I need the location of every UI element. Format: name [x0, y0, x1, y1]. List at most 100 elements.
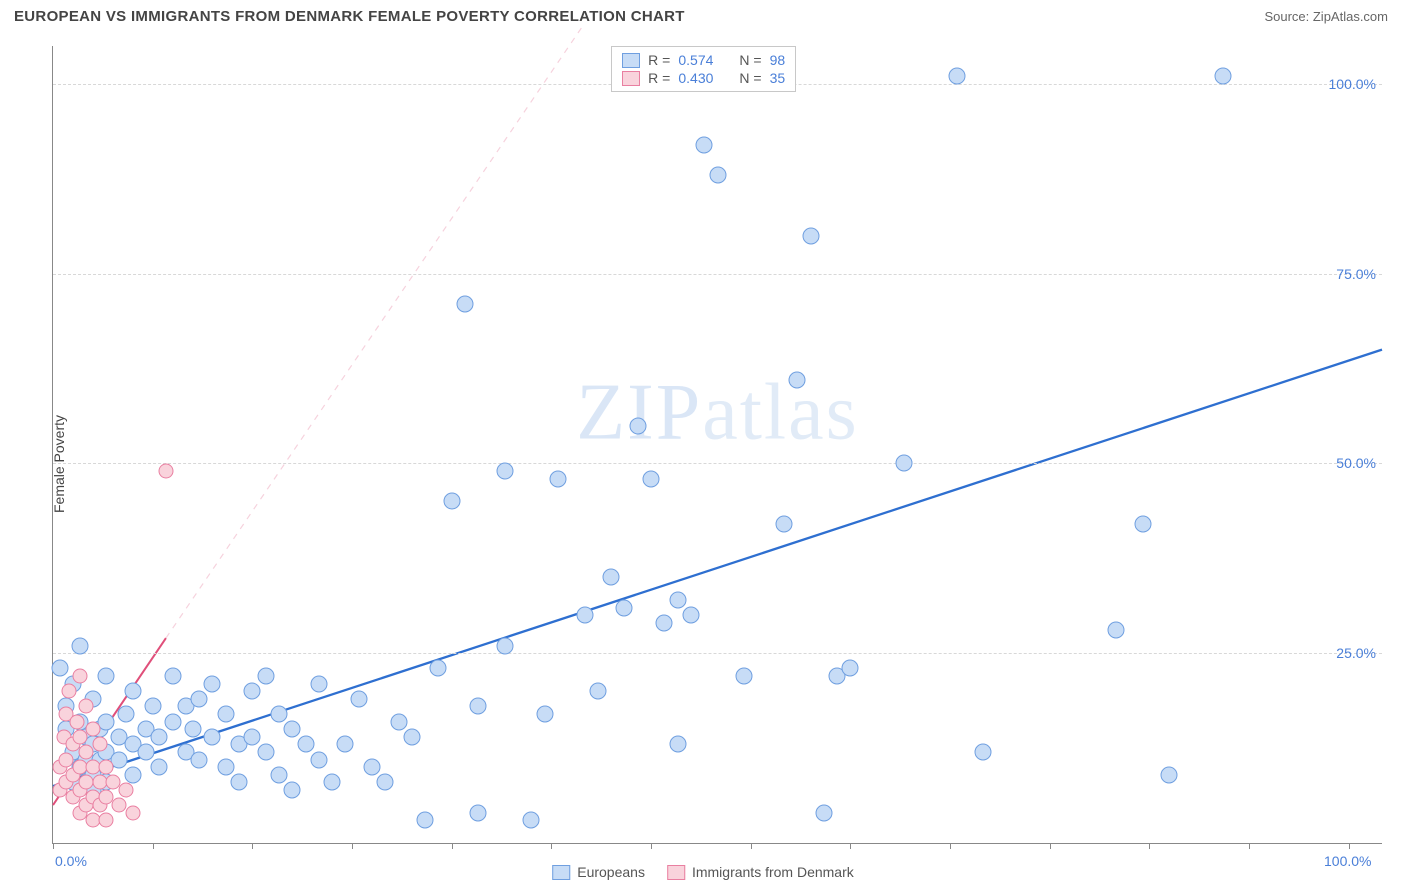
scatter-point: [789, 371, 806, 388]
scatter-point: [775, 516, 792, 533]
legend-bottom-item: Immigrants from Denmark: [667, 864, 854, 880]
x-tick: [1249, 843, 1250, 849]
scatter-point: [669, 736, 686, 753]
scatter-point: [99, 813, 114, 828]
scatter-point: [1134, 516, 1151, 533]
scatter-point: [118, 705, 135, 722]
gridline-h: [53, 463, 1382, 464]
scatter-point: [350, 690, 367, 707]
scatter-point: [802, 227, 819, 244]
scatter-point: [736, 668, 753, 685]
legend-R-value: 0.430: [678, 70, 713, 86]
scatter-point: [125, 805, 140, 820]
scatter-point: [643, 470, 660, 487]
source-name: ZipAtlas.com: [1313, 9, 1388, 24]
scatter-point: [842, 660, 859, 677]
scatter-point: [536, 705, 553, 722]
legend-swatch: [667, 865, 685, 880]
y-tick-label: 75.0%: [1336, 266, 1376, 282]
scatter-point: [164, 713, 181, 730]
x-tick: [551, 843, 552, 849]
scatter-point: [470, 804, 487, 821]
legend-N-value: 35: [770, 70, 786, 86]
legend-N-label: N =: [739, 70, 761, 86]
scatter-point: [456, 296, 473, 313]
x-tick: [1050, 843, 1051, 849]
scatter-point: [204, 728, 221, 745]
scatter-point: [363, 759, 380, 776]
scatter-point: [1161, 766, 1178, 783]
x-axis-label: 0.0%: [55, 853, 87, 869]
scatter-point: [550, 470, 567, 487]
scatter-point: [975, 743, 992, 760]
watermark-bold: ZIP: [576, 368, 702, 456]
legend-bottom-item: Europeans: [552, 864, 645, 880]
scatter-point: [629, 417, 646, 434]
scatter-point: [948, 68, 965, 85]
scatter-point: [682, 607, 699, 624]
scatter-point: [696, 136, 713, 153]
scatter-point: [217, 759, 234, 776]
watermark-thin: atlas: [702, 368, 859, 456]
x-tick: [1149, 843, 1150, 849]
x-tick: [651, 843, 652, 849]
scatter-point: [99, 760, 114, 775]
y-tick-label: 100.0%: [1329, 76, 1376, 92]
scatter-point: [589, 683, 606, 700]
watermark: ZIPatlas: [576, 367, 859, 458]
scatter-point: [403, 728, 420, 745]
scatter-point: [257, 668, 274, 685]
scatter-point: [1214, 68, 1231, 85]
plot-region: ZIPatlas 25.0%50.0%75.0%100.0%0.0%100.0%…: [52, 46, 1382, 844]
scatter-point: [656, 614, 673, 631]
x-tick: [751, 843, 752, 849]
scatter-point: [576, 607, 593, 624]
scatter-point: [144, 698, 161, 715]
gridline-h: [53, 653, 1382, 654]
scatter-point: [815, 804, 832, 821]
x-tick: [850, 843, 851, 849]
scatter-point: [231, 774, 248, 791]
legend-N-label: N =: [739, 52, 761, 68]
scatter-point: [523, 812, 540, 829]
scatter-point: [61, 684, 76, 699]
x-tick: [352, 843, 353, 849]
chart-area: Female Poverty ZIPatlas 25.0%50.0%75.0%1…: [14, 36, 1392, 892]
scatter-point: [324, 774, 341, 791]
scatter-point: [270, 705, 287, 722]
scatter-point: [191, 751, 208, 768]
legend-swatch: [622, 53, 640, 68]
chart-source: Source: ZipAtlas.com: [1264, 9, 1388, 24]
legend-R-value: 0.574: [678, 52, 713, 68]
trend-lines-svg: [53, 46, 1382, 843]
scatter-point: [151, 728, 168, 745]
scatter-point: [71, 637, 88, 654]
trend-line: [53, 350, 1382, 786]
scatter-point: [470, 698, 487, 715]
source-prefix: Source:: [1264, 9, 1312, 24]
legend-N-value: 98: [770, 52, 786, 68]
x-axis-label: 100.0%: [1324, 853, 1371, 869]
scatter-point: [72, 669, 87, 684]
scatter-point: [124, 683, 141, 700]
y-tick-label: 50.0%: [1336, 455, 1376, 471]
scatter-point: [124, 766, 141, 783]
scatter-point: [92, 737, 107, 752]
legend-correlation-row: R =0.574N =98: [622, 51, 785, 69]
x-tick: [1349, 843, 1350, 849]
legend-R-label: R =: [648, 70, 670, 86]
scatter-point: [443, 493, 460, 510]
scatter-point: [377, 774, 394, 791]
scatter-point: [151, 759, 168, 776]
legend-bottom-label: Europeans: [577, 864, 645, 880]
scatter-point: [51, 660, 68, 677]
x-tick: [950, 843, 951, 849]
scatter-point: [257, 743, 274, 760]
trend-line: [166, 23, 585, 638]
scatter-point: [390, 713, 407, 730]
legend-bottom-label: Immigrants from Denmark: [692, 864, 854, 880]
scatter-point: [98, 668, 115, 685]
scatter-point: [244, 728, 261, 745]
scatter-point: [616, 599, 633, 616]
scatter-point: [204, 675, 221, 692]
